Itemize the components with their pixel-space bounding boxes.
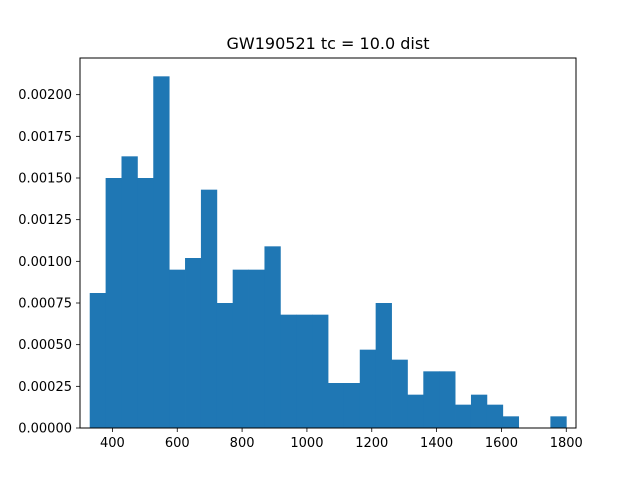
histogram-bar <box>280 314 297 428</box>
y-tick-label: 0.00075 <box>18 297 72 312</box>
histogram-bar <box>486 404 504 428</box>
histogram-bar <box>232 269 249 428</box>
chart-title: GW190521 tc = 10.0 dist <box>227 34 430 53</box>
x-tick-label: 1200 <box>355 436 388 451</box>
histogram-bar <box>264 246 281 428</box>
y-tick-label: 0.00100 <box>18 255 72 270</box>
histogram-bar <box>423 371 440 428</box>
histogram-bar <box>200 189 218 428</box>
x-tick-label: 1600 <box>485 436 518 451</box>
x-tick-label: 600 <box>165 436 190 451</box>
x-tick-label: 1800 <box>550 436 583 451</box>
y-tick-label: 0.00025 <box>18 380 72 395</box>
histogram-bar <box>375 303 392 428</box>
x-tick-label: 1000 <box>290 436 323 451</box>
histogram-bar <box>153 76 170 428</box>
histogram-bar <box>296 314 313 428</box>
x-tick-label: 1400 <box>420 436 453 451</box>
histogram-bar <box>89 293 107 428</box>
histogram-bar <box>550 416 567 428</box>
y-axis: 0.00000 0.00025 0.00050 0.00075 0.00100 0.001… <box>18 88 80 437</box>
histogram-bar <box>169 269 186 428</box>
histogram-bar <box>248 269 265 428</box>
histogram-bar <box>439 371 456 428</box>
histogram-bar <box>121 156 138 429</box>
histogram-bar <box>407 394 424 428</box>
x-tick-label: 400 <box>100 436 125 451</box>
histogram-bar <box>502 416 520 428</box>
y-tick-label: 0.00175 <box>18 130 72 145</box>
histogram-bar <box>216 303 234 428</box>
histogram-bar <box>343 383 361 428</box>
histogram-bar <box>470 394 488 428</box>
histogram-bar <box>359 349 377 428</box>
histogram-bar <box>105 178 122 428</box>
y-tick-label: 0.00200 <box>18 88 72 103</box>
x-tick-label: 800 <box>230 436 255 451</box>
y-tick-label: 0.00000 <box>18 422 72 437</box>
histogram-bars <box>89 76 567 429</box>
histogram-bar <box>312 314 329 428</box>
histogram-bar <box>328 383 345 428</box>
y-tick-label: 0.00125 <box>18 213 72 228</box>
plot-frame <box>79 57 577 429</box>
y-tick-label: 0.00050 <box>18 338 72 353</box>
histogram-bar <box>455 404 472 428</box>
histogram-bar <box>137 178 154 428</box>
histogram-bar <box>185 258 202 428</box>
x-axis: 400 600 800 1000 1200 1400 1600 1800 <box>100 428 583 451</box>
histogram-bar <box>391 359 408 428</box>
y-tick-label: 0.00150 <box>18 172 72 187</box>
